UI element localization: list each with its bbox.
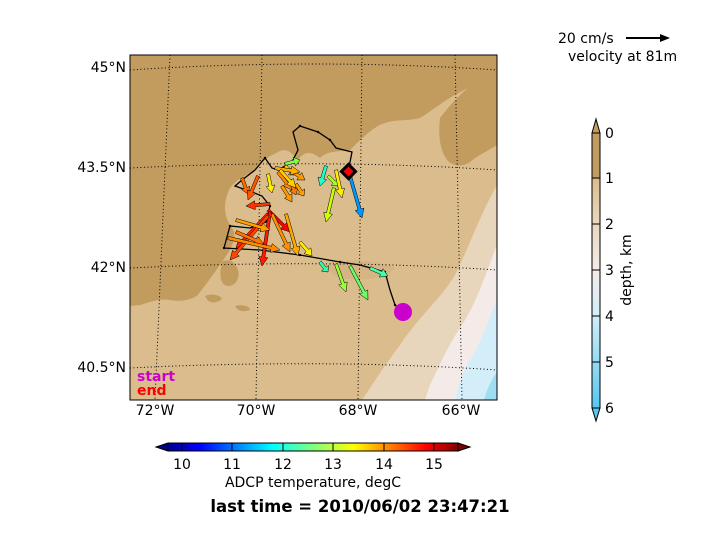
lat-label: 40.5°N [77,360,126,376]
velocity-arrow [317,165,328,187]
legend-end: end [137,383,166,399]
velocity-arrow [265,173,276,194]
velocity-arrow [298,240,313,257]
velocity-arrow [284,156,301,167]
temp-tick: 11 [223,457,241,473]
velocity-arrow [348,175,365,219]
velocity-arrow [369,266,389,278]
temp-tick: 14 [375,457,393,473]
velocity-arrow [280,184,293,203]
velocity-arrow [245,200,271,211]
island [235,305,250,312]
scale-depth-label: velocity at 81m [568,49,677,65]
start-marker [394,303,412,321]
velocity-arrow [294,182,306,197]
depth-tick: 5 [605,355,614,371]
lon-label: 66°W [442,403,481,419]
depth-colorbar: 0 1 2 3 4 5 6 depth, km [591,117,635,423]
abyss-area [455,300,497,400]
depth-tick: 2 [605,217,614,233]
depth-tick: 6 [605,401,614,417]
velocity-arrow [334,263,348,293]
velocity-arrow [323,187,336,223]
velocity-arrow [258,211,272,267]
depth-tick: 0 [605,126,614,142]
velocity-arrow [348,264,369,301]
mainland [130,55,497,306]
lat-label: 43.5°N [77,160,126,176]
lat-label: 45°N [91,60,126,76]
map-panel [130,55,497,400]
velocity-arrows [227,156,389,301]
temperature-colorbar: 10 11 12 13 14 15 ADCP temperature, degC [154,442,472,491]
temp-tick: 15 [425,457,443,473]
velocity-arrow [274,165,301,176]
velocity-arrow [235,218,271,233]
end-marker [343,166,354,177]
lat-label: 42°N [91,260,126,276]
scale-speed-label: 20 cm/s [558,31,614,47]
georges-bank [328,260,395,280]
depth-colorbar-label: depth, km [619,234,635,305]
depth-tick: 3 [605,263,614,279]
velocity-arrow [227,236,281,253]
velocity-arrow [284,213,301,257]
lon-label: 70°W [237,403,276,419]
last-time-label: last time = 2010/06/02 23:47:21 [210,497,509,516]
velocity-arrow [247,175,260,201]
lon-label: 68°W [339,403,378,419]
velocity-arrow [270,212,291,253]
temp-colorbar-label: ADCP temperature, degC [225,475,401,491]
map-frame [129,54,498,401]
island [205,294,222,303]
graticule [130,55,497,400]
temp-tick: 12 [274,457,292,473]
legend-start: start [137,369,175,385]
lon-label: 72°W [136,403,175,419]
temp-tick: 10 [173,457,191,473]
nova-scotia [439,70,497,166]
velocity-arrow [334,169,345,199]
velocity-arrow [278,168,297,189]
temp-tick: 13 [324,457,342,473]
depth-tick: 4 [605,309,614,325]
abyss-deep [484,372,497,400]
cape-cod [220,260,239,286]
velocity-arrow [318,260,329,273]
scale-arrow-icon [660,34,670,42]
depth-tick: 1 [605,171,614,187]
